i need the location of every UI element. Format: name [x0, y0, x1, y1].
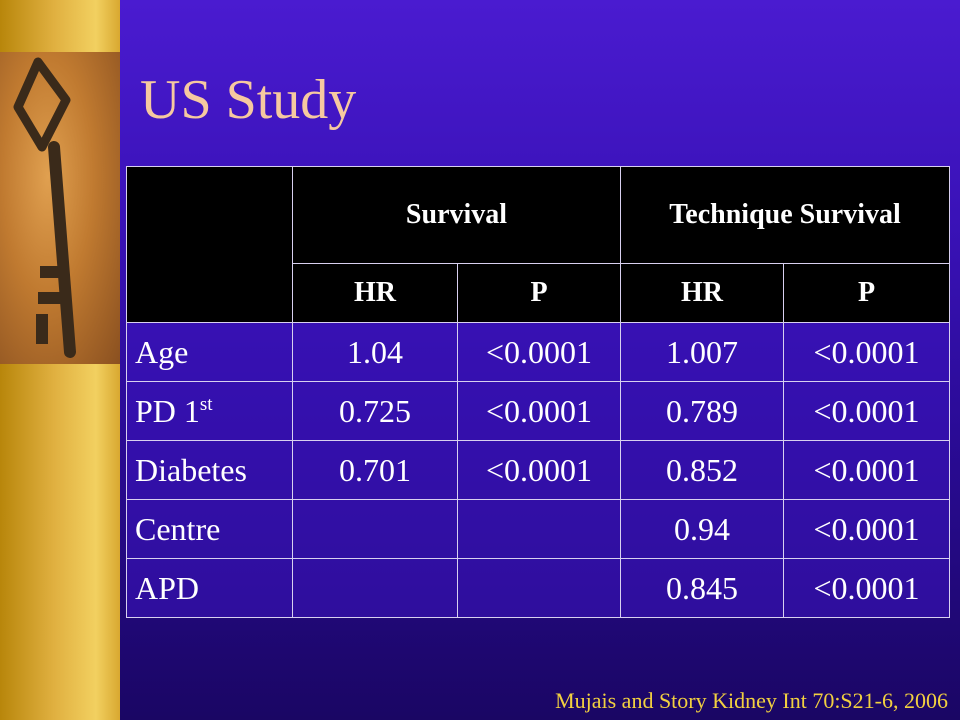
table-row: Diabetes 0.701 <0.0001 0.852 <0.0001	[126, 440, 950, 500]
header-survival: Survival	[292, 166, 621, 264]
subheader-p: P	[783, 263, 950, 323]
citation: Mujais and Story Kidney Int 70:S21-6, 20…	[555, 688, 948, 713]
table-cell: <0.0001	[783, 322, 950, 382]
table-cell: 0.845	[620, 558, 784, 618]
row-label: Age	[126, 322, 293, 382]
table-cell: 0.94	[620, 499, 784, 559]
row-label: Centre	[126, 499, 293, 559]
table-row: APD 0.845 <0.0001	[126, 558, 950, 618]
table-cell: <0.0001	[783, 558, 950, 618]
table-header-row: Survival Technique Survival	[126, 166, 950, 323]
table-cell	[457, 558, 621, 618]
row-label-superscript: st	[199, 393, 213, 415]
table-cell: <0.0001	[457, 381, 621, 441]
row-label: PD 1st	[126, 381, 293, 441]
table-subheader-row: HR P HR P	[127, 263, 950, 323]
table-cell: <0.0001	[457, 322, 621, 382]
subheader-hr: HR	[620, 263, 784, 323]
table-cell: 1.04	[292, 322, 458, 382]
table-cell: 1.007	[620, 322, 784, 382]
table-cell: <0.0001	[783, 440, 950, 500]
results-table: Survival Technique Survival HR P HR P Ag…	[126, 166, 950, 618]
row-label: APD	[126, 558, 293, 618]
table-cell: 0.701	[292, 440, 458, 500]
table-cell: 0.725	[292, 381, 458, 441]
key-icon	[13, 57, 76, 358]
table-cell	[292, 558, 458, 618]
table-row: Age 1.04 <0.0001 1.007 <0.0001	[126, 322, 950, 382]
table-cell	[457, 499, 621, 559]
row-label: Diabetes	[126, 440, 293, 500]
table-cell: 0.852	[620, 440, 784, 500]
slide-title: US Study	[140, 69, 357, 131]
subheader-p: P	[457, 263, 621, 323]
antique-key-image	[0, 52, 120, 364]
header-technique-survival: Technique Survival	[620, 166, 950, 264]
table-row: Centre 0.94 <0.0001	[126, 499, 950, 559]
table-cell: <0.0001	[783, 381, 950, 441]
header-blank-cell	[126, 166, 293, 323]
table-cell	[292, 499, 458, 559]
table-row: PD 1st 0.725 <0.0001 0.789 <0.0001	[126, 381, 950, 441]
subheader-hr: HR	[292, 263, 458, 323]
table-cell: <0.0001	[457, 440, 621, 500]
table-cell: 0.789	[620, 381, 784, 441]
table-cell: <0.0001	[783, 499, 950, 559]
